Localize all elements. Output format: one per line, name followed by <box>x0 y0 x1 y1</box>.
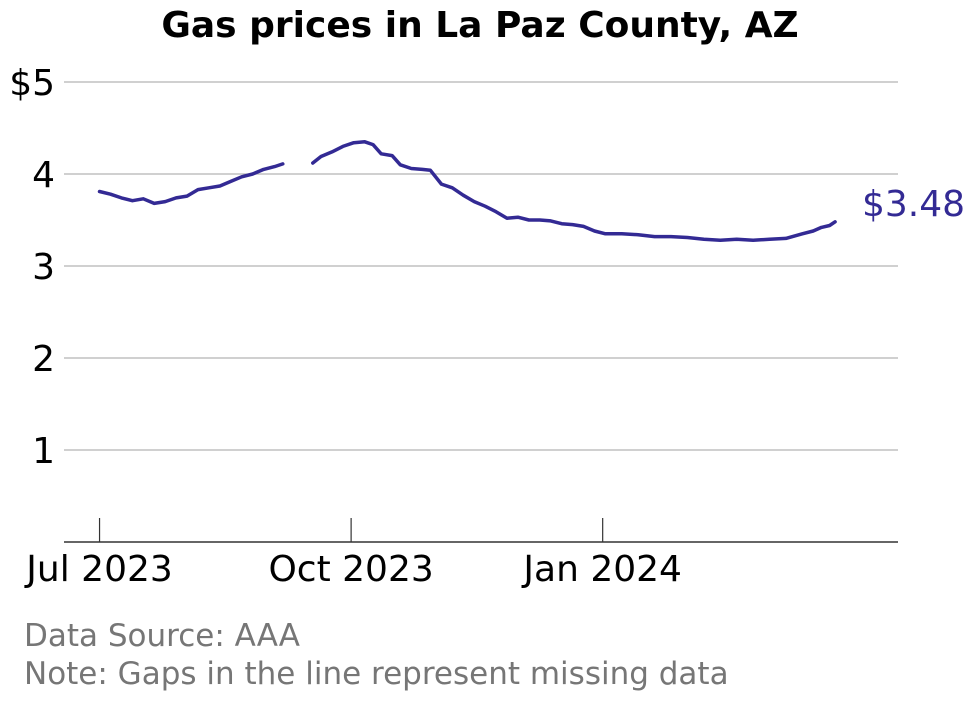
gridlines <box>64 81 898 451</box>
x-tick-label: Jan 2024 <box>521 549 682 590</box>
price-line-segment <box>311 140 837 242</box>
y-tick-label: 4 <box>32 155 55 196</box>
y-tick-label: 2 <box>32 339 55 380</box>
y-tick-label: $5 <box>9 63 55 104</box>
x-axis-ticks: Jul 2023 Oct 2023 Jan 2024 <box>24 518 682 590</box>
x-tick-label: Jul 2023 <box>24 549 173 590</box>
chart-title: Gas prices in La Paz County, AZ <box>161 5 798 46</box>
price-line-segment <box>97 162 285 206</box>
end-value-label: $3.48 <box>862 184 965 225</box>
gaps-note: Note: Gaps in the line represent missing… <box>24 656 729 692</box>
data-source-note: Data Source: AAA <box>24 618 300 654</box>
y-tick-label: 3 <box>32 247 55 288</box>
x-tick-label: Oct 2023 <box>268 549 433 590</box>
y-tick-label: 1 <box>32 431 55 472</box>
y-axis-ticks: 1 2 3 4 $5 <box>9 63 55 472</box>
price-series <box>97 140 837 242</box>
